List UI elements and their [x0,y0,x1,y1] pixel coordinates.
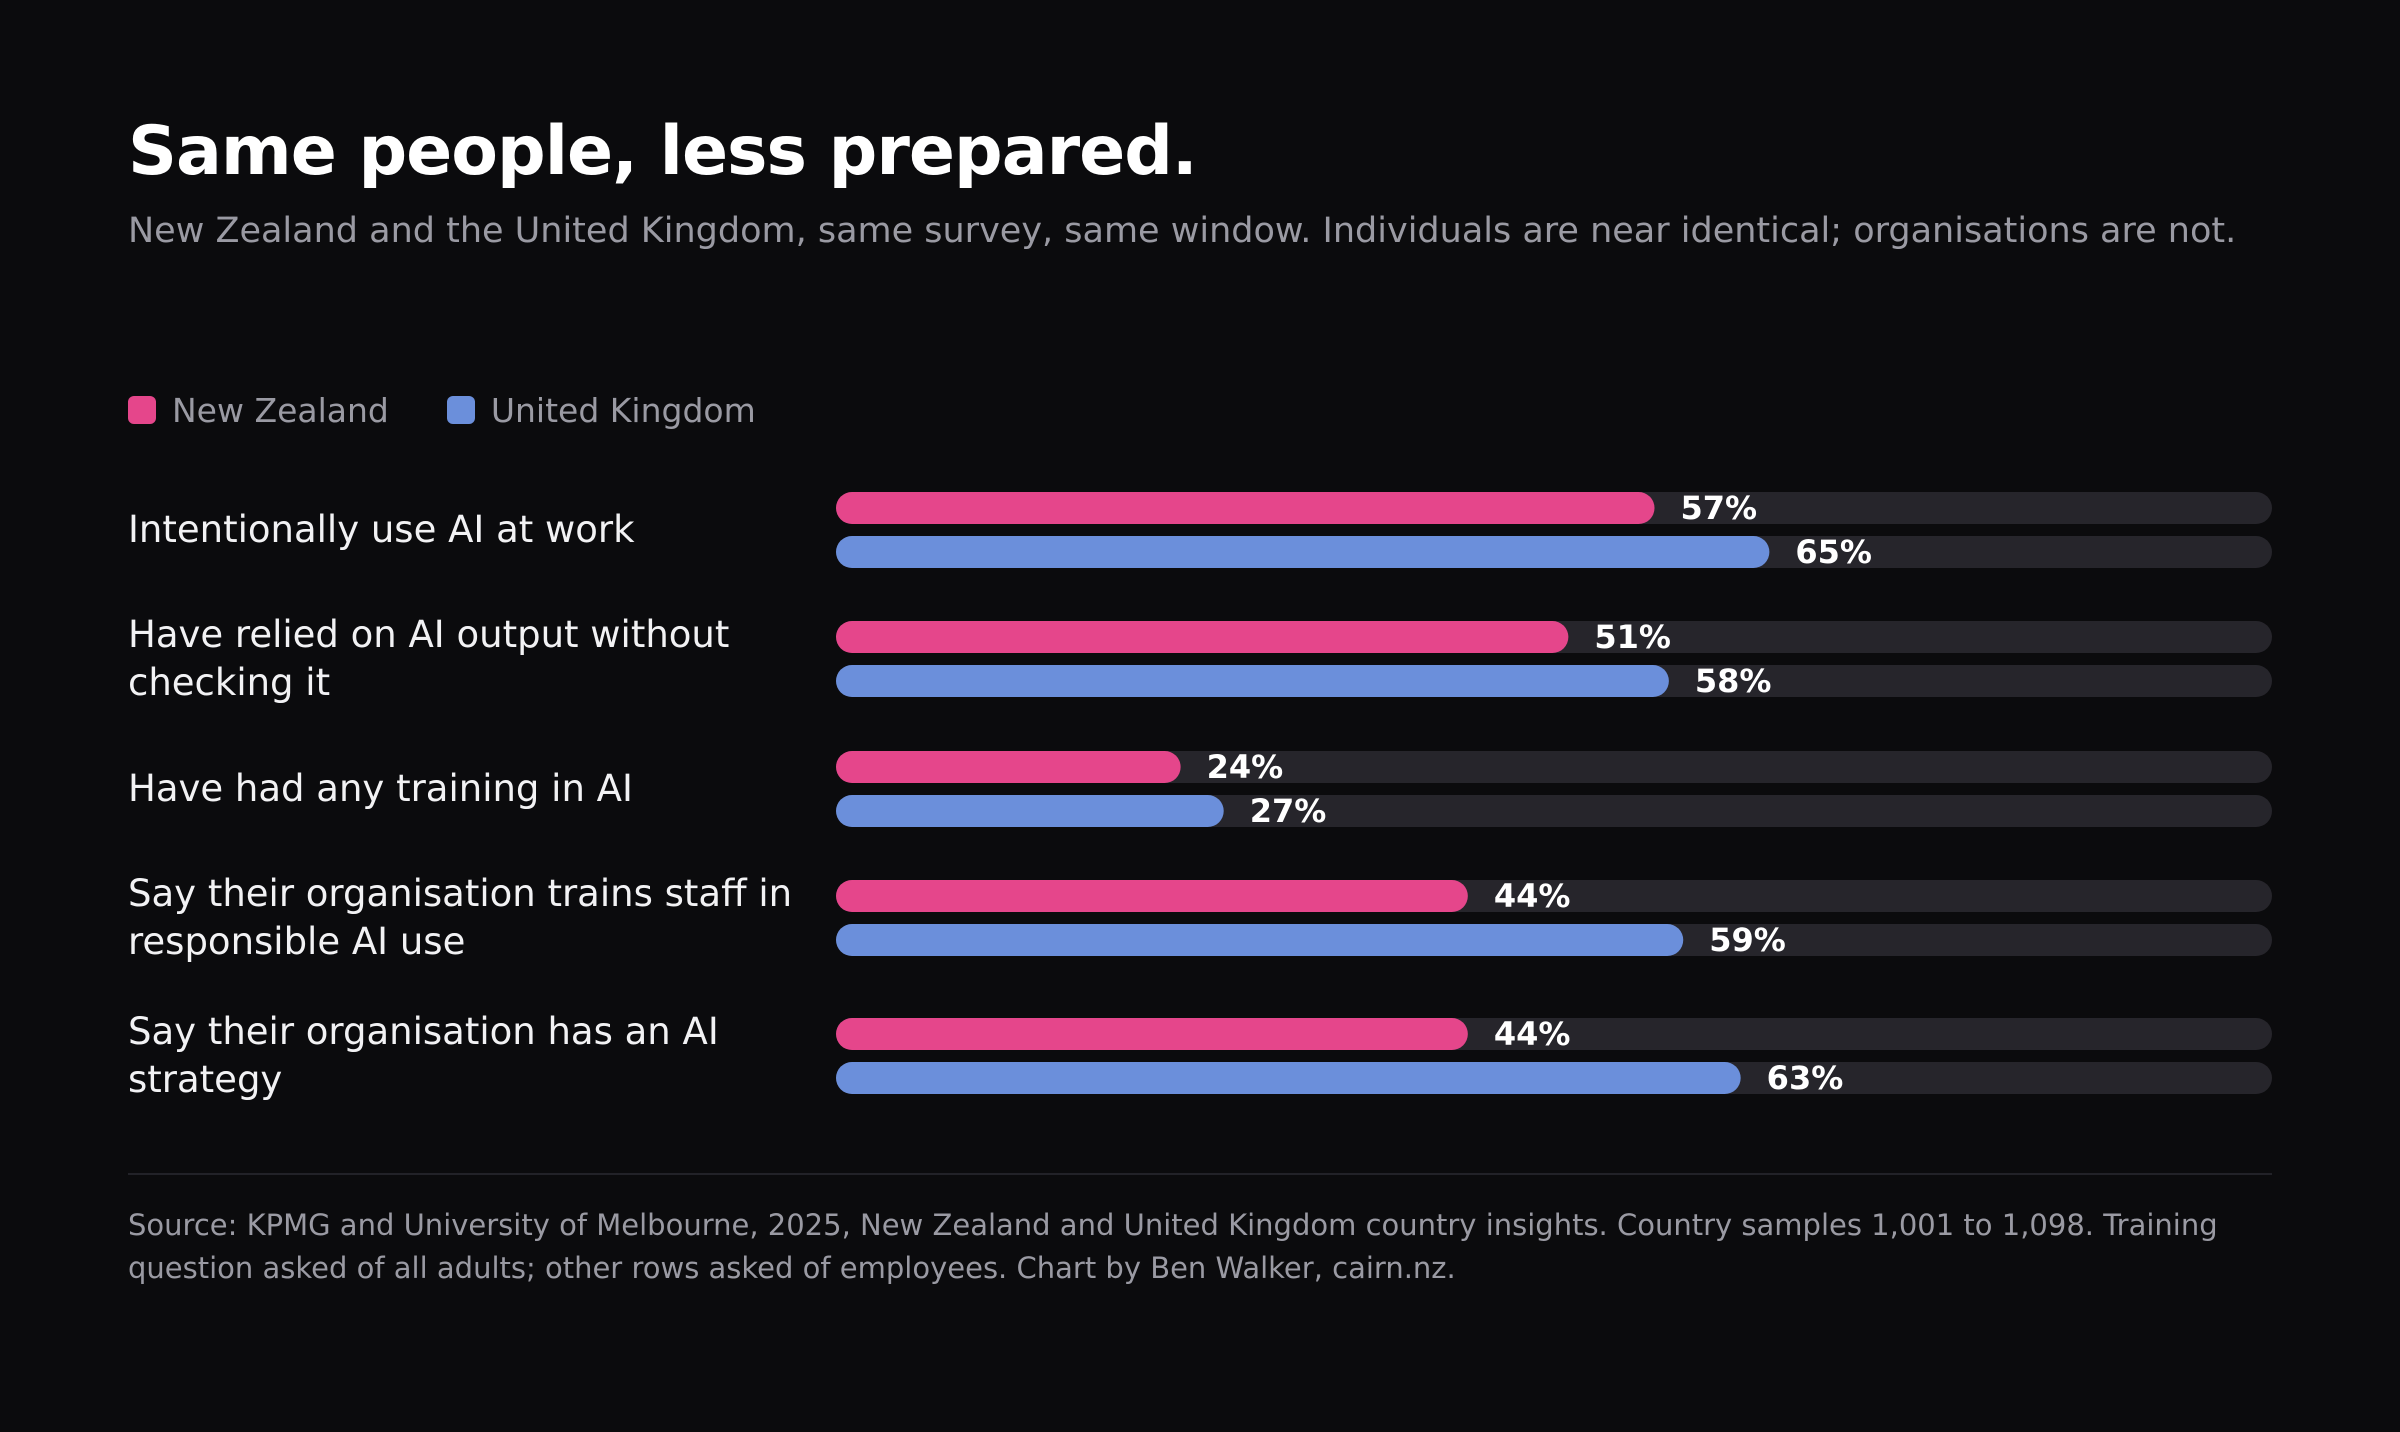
value-label-2-united-kingdom: 58% [1695,662,1772,700]
legend-label-new-zealand: New Zealand [172,390,389,430]
legend-item-united-kingdom: United Kingdom [446,390,756,430]
value-label-5-new-zealand: 44% [1494,1015,1571,1053]
bar-5-new-zealand [836,1018,1468,1050]
bar-5-united-kingdom [836,1062,1741,1094]
bar-2-united-kingdom [836,665,1669,697]
row-label-5: Say their organisation has an AI strateg… [128,1010,719,1101]
value-label-1-new-zealand: 57% [1681,489,1758,527]
value-label-1-united-kingdom: 65% [1795,533,1872,571]
legend: New Zealand United Kingdom [128,390,814,430]
row-label-4: Say their organisation trains staff in r… [128,872,793,963]
bar-3-united-kingdom [836,795,1224,827]
legend-swatch-new-zealand [128,396,156,424]
value-label-3-new-zealand: 24% [1207,748,1284,786]
chart-title: Same people, less prepared. [128,112,1198,191]
value-label-3-united-kingdom: 27% [1250,792,1327,830]
divider [128,1173,2272,1175]
bar-1-united-kingdom [836,536,1770,568]
bar-3-new-zealand [836,751,1181,783]
bar-1-new-zealand [836,492,1655,524]
source-note: Source: KPMG and University of Melbourne… [128,1208,2218,1285]
value-label-5-united-kingdom: 63% [1767,1059,1844,1097]
row-label-3: Have had any training in AI [128,767,633,810]
row-label-2: Have relied on AI output without checkin… [128,613,730,704]
bar-2-new-zealand [836,621,1569,653]
legend-item-new-zealand: New Zealand [128,391,389,430]
value-label-2-new-zealand: 51% [1594,618,1671,656]
legend-swatch-united-kingdom [446,396,475,424]
bar-4-united-kingdom [836,924,1684,956]
bar-4-new-zealand [836,880,1468,912]
row-label-1: Intentionally use AI at work [128,508,635,551]
value-label-4-new-zealand: 44% [1494,877,1571,915]
value-label-4-united-kingdom: 59% [1709,921,1786,959]
legend-label-united-kingdom: United Kingdom [490,390,756,430]
bar-track-3-new-zealand [836,751,2272,783]
chart-subtitle: New Zealand and the United Kingdom, same… [128,211,2237,251]
